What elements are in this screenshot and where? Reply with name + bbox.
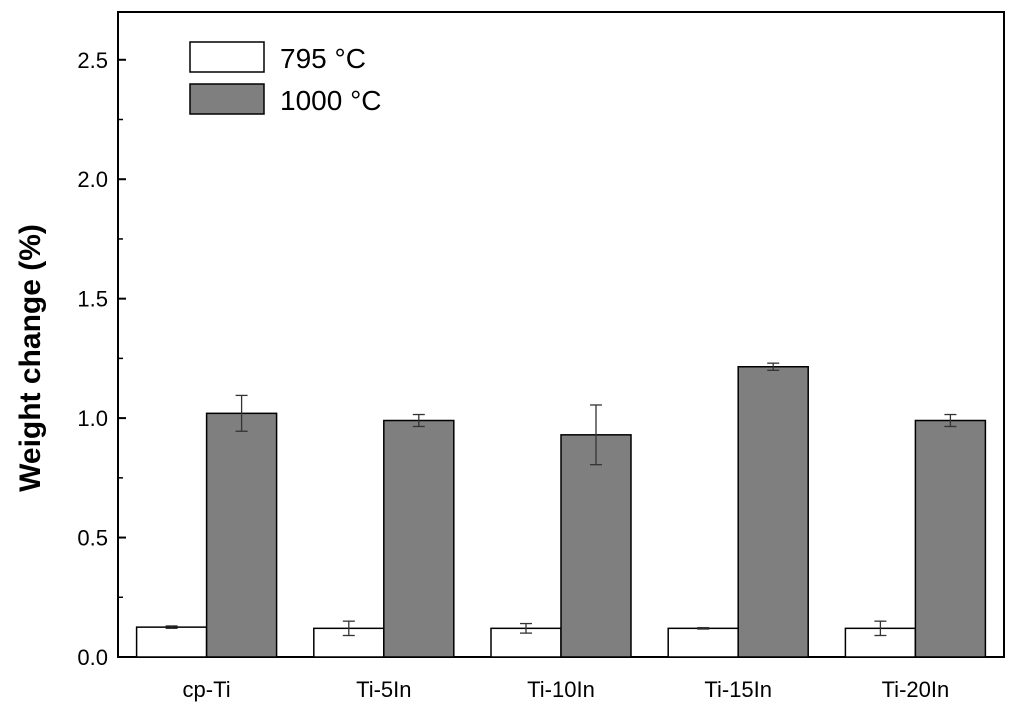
bar-795-ti-15in: [667, 627, 739, 658]
bar-1000-ti-10in: [560, 434, 632, 658]
y-tick-label: 2.5: [77, 48, 108, 73]
bars: [135, 366, 987, 658]
y-tick-label: 1.0: [77, 406, 108, 431]
bar-1000-cp-ti: [205, 412, 278, 658]
error-bars: [165, 362, 957, 637]
x-tick-label: cp-Ti: [183, 677, 231, 702]
y-axis-ticks: 0.0 0.5 1.0 1.5 2.0 2.5: [77, 48, 126, 670]
y-axis-label: Weight change (%): [14, 224, 47, 492]
y-tick-label: 0.0: [77, 645, 108, 670]
x-tick-label: Ti-10In: [527, 677, 595, 702]
bar-795-cp-ti: [135, 626, 208, 658]
x-tick-label: Ti-15In: [704, 677, 772, 702]
legend: 795 °C 1000 °C: [189, 41, 382, 116]
legend-label-795: 795 °C: [280, 43, 366, 74]
y-tick-label: 0.5: [77, 526, 108, 551]
bar-1000-ti-15in: [737, 366, 809, 658]
bar-1000-ti-5in: [383, 419, 455, 658]
legend-swatch-795: [189, 41, 265, 73]
bar-1000-ti-20in: [914, 419, 987, 658]
y-tick-label: 2.0: [77, 167, 108, 192]
y-tick-label: 1.5: [77, 287, 108, 312]
legend-label-1000: 1000 °C: [280, 85, 382, 116]
x-axis-ticks: cp-Ti Ti-5In Ti-10In Ti-15In Ti-20In: [183, 649, 950, 702]
legend-swatch-1000: [189, 83, 265, 115]
x-tick-label: Ti-5In: [356, 677, 411, 702]
x-tick-label: Ti-20In: [882, 677, 950, 702]
